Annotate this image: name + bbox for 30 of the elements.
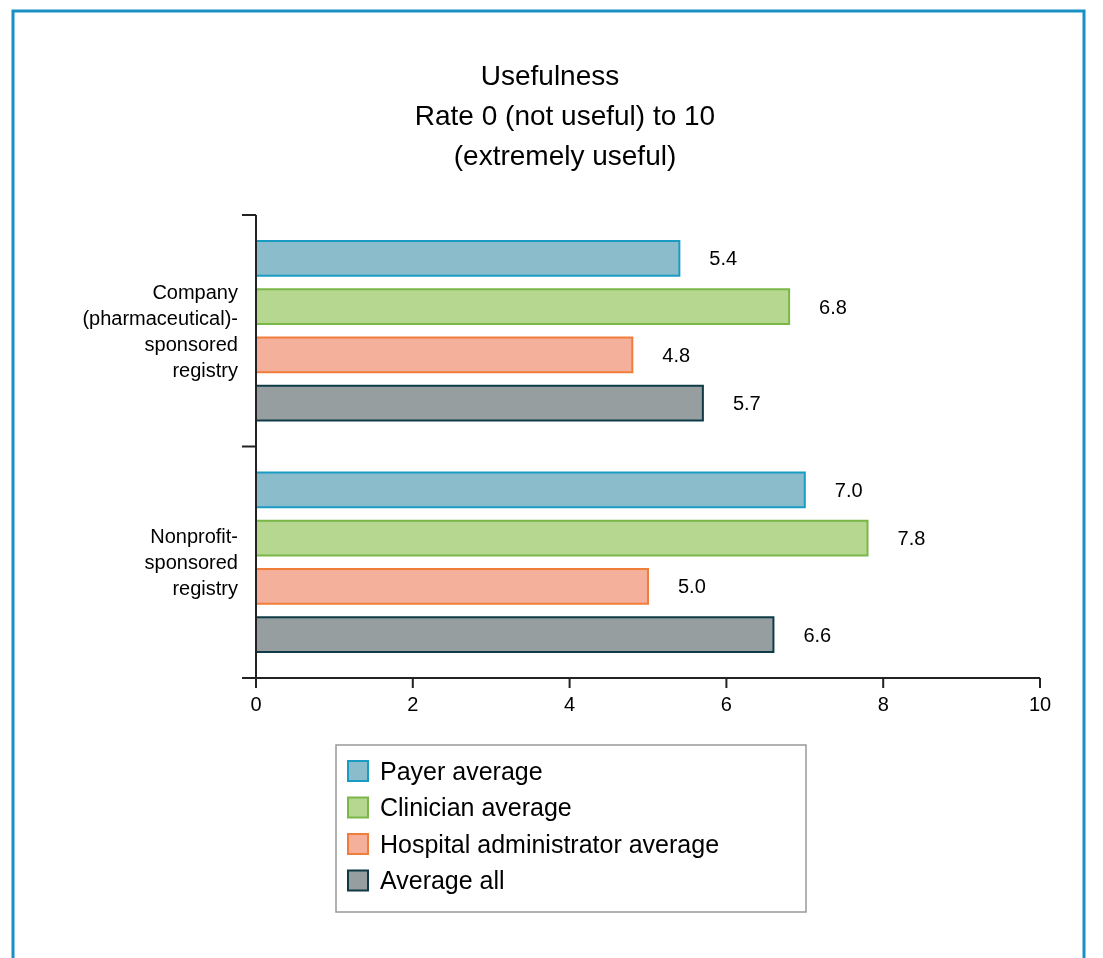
bar — [255, 288, 791, 325]
y-tick-label: Company (pharmaceutical)-sponsored registry — [82, 280, 238, 381]
data-label: 5.0 — [678, 575, 706, 598]
bar — [255, 471, 806, 509]
x-tick-label: 2 — [407, 693, 419, 715]
x-tick-label: 6 — [720, 693, 732, 715]
bar — [255, 240, 681, 277]
data-label: 7.8 — [897, 527, 926, 550]
legend-label: Average all — [380, 866, 505, 895]
data-label: 6.6 — [803, 623, 832, 646]
bar — [255, 384, 704, 422]
data-label: 4.8 — [662, 343, 691, 366]
x-tick-label: 4 — [564, 693, 576, 715]
x-tick-label: 8 — [877, 693, 889, 715]
x-tick-label: 10 — [1028, 693, 1052, 715]
x-tick-label: 0 — [250, 693, 262, 715]
legend-label: Payer average — [380, 756, 543, 785]
data-label: 5.7 — [732, 392, 761, 415]
bar — [255, 519, 869, 557]
legend-label: Clinician average — [380, 793, 572, 822]
bar — [255, 568, 649, 605]
legend-label: Hospital administrator average — [380, 829, 720, 858]
bar — [255, 616, 775, 653]
bar — [255, 336, 634, 374]
y-tick-label: Nonprofit-sponsored registry — [144, 525, 238, 600]
chart-subtitle: Rate 0 (not useful) to 10 (extremely useful) — [414, 100, 716, 171]
data-label: 6.8 — [819, 295, 847, 318]
data-label: 5.4 — [709, 247, 738, 270]
chart-title: Usefulness — [480, 60, 620, 91]
data-label: 7.0 — [834, 478, 863, 501]
